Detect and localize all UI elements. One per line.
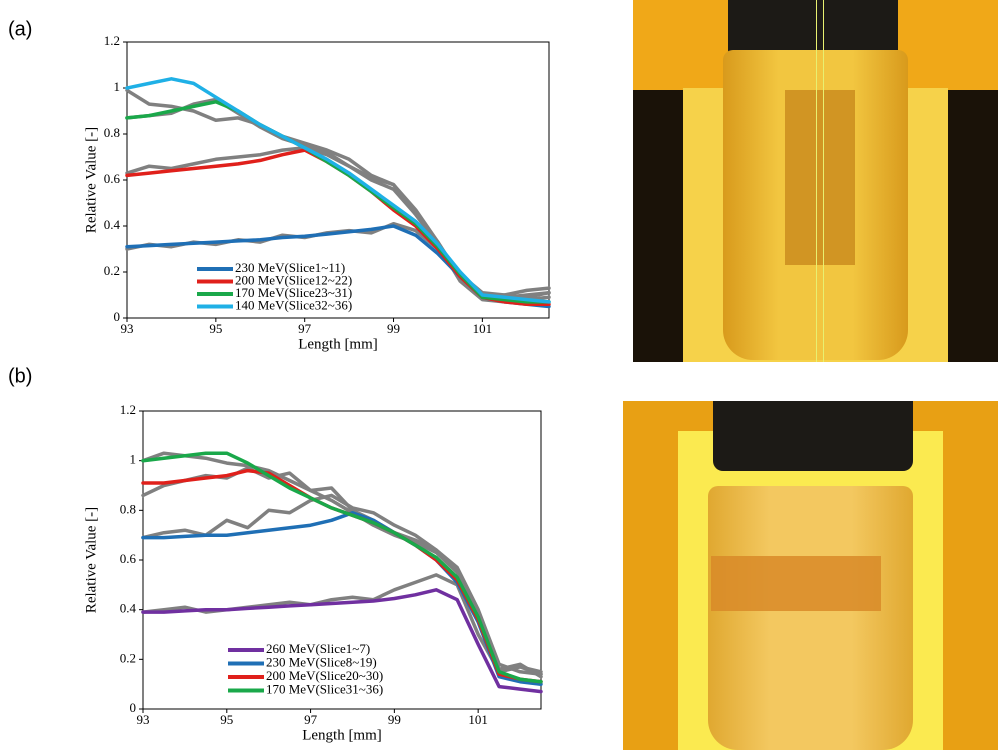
panel-label: (a) — [8, 18, 32, 40]
y-tick-label: 0.4 — [120, 601, 137, 616]
x-axis-label: Length [mm] — [302, 727, 382, 743]
legend-label: 200 MeV(Slice12~22) — [235, 272, 352, 287]
x-tick-label: 101 — [473, 321, 493, 336]
photo-a — [633, 0, 998, 362]
y-tick-label: 0.6 — [120, 551, 137, 566]
y-tick-label: 0.8 — [120, 501, 136, 516]
y-tick-label: 0.4 — [104, 217, 121, 232]
series-line — [141, 451, 543, 684]
y-tick-label: 0 — [114, 309, 121, 324]
y-tick-label: 1 — [114, 79, 121, 94]
y-tick-label: 0 — [130, 700, 137, 715]
y-axis-label: Relative Value [-] — [83, 507, 99, 613]
y-tick-label: 0.8 — [104, 125, 120, 140]
x-tick-label: 97 — [298, 321, 312, 336]
x-tick-label: 93 — [137, 712, 150, 727]
x-tick-label: 95 — [220, 712, 233, 727]
legend-label: 260 MeV(Slice1~7) — [266, 641, 370, 656]
series-line — [141, 573, 543, 676]
series-line — [125, 88, 551, 304]
x-tick-label: 99 — [387, 321, 400, 336]
legend-label: 170 MeV(Slice23~31) — [235, 285, 352, 300]
legend-label: 230 MeV(Slice1~11) — [235, 260, 345, 275]
x-axis-label: Length [mm] — [298, 336, 378, 352]
legend-label: 140 MeV(Slice32~36) — [235, 297, 352, 312]
x-tick-label: 97 — [304, 712, 318, 727]
x-tick-label: 101 — [468, 712, 488, 727]
y-tick-label: 0.6 — [104, 171, 121, 186]
y-tick-label: 0.2 — [120, 650, 136, 665]
y-tick-label: 0.2 — [104, 263, 120, 278]
x-tick-label: 99 — [388, 712, 401, 727]
photo-b — [623, 401, 998, 750]
y-tick-label: 1.2 — [120, 402, 136, 417]
legend-label: 170 MeV(Slice31~36) — [266, 681, 383, 696]
panel-label: (b) — [8, 365, 32, 387]
legend-label: 200 MeV(Slice20~30) — [266, 668, 383, 683]
x-tick-label: 93 — [121, 321, 134, 336]
y-tick-label: 1 — [130, 452, 137, 467]
x-tick-label: 95 — [209, 321, 222, 336]
y-axis-label: Relative Value [-] — [83, 127, 99, 233]
series-line — [125, 77, 551, 304]
series-line — [141, 588, 543, 694]
y-tick-label: 1.2 — [104, 33, 120, 48]
legend-label: 230 MeV(Slice8~19) — [266, 654, 377, 669]
